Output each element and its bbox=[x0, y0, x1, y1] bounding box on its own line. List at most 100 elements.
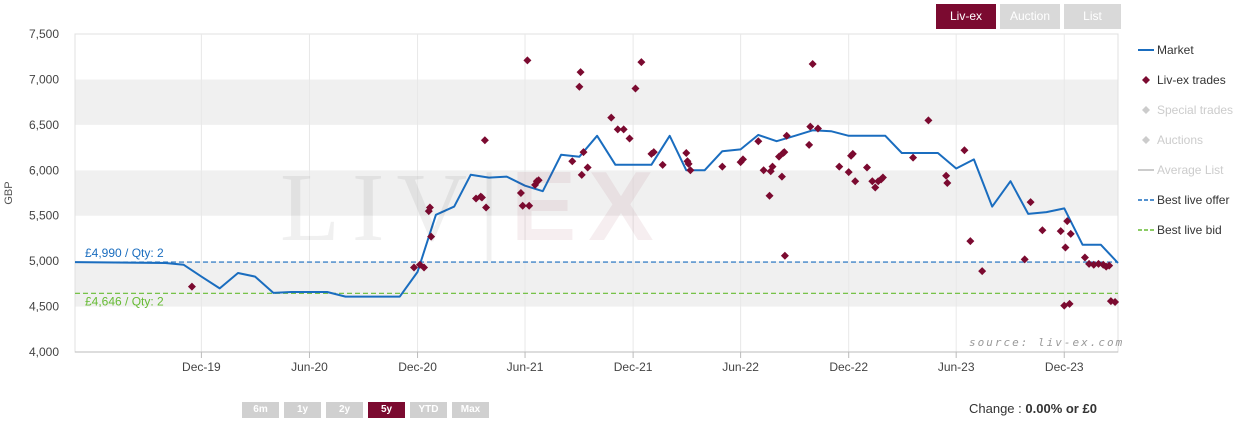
x-tick-label: Dec-22 bbox=[829, 360, 868, 374]
trade-point bbox=[1056, 227, 1065, 236]
change-readout: Change : 0.00% or £0 bbox=[969, 401, 1097, 416]
trade-point bbox=[1061, 243, 1070, 252]
trade-point bbox=[978, 267, 987, 276]
y-tick-label: 4,500 bbox=[29, 300, 59, 314]
best-bid-label: £4,646 / Qty: 2 bbox=[85, 294, 164, 308]
trade-point bbox=[813, 124, 822, 133]
diamond-icon bbox=[1138, 104, 1154, 116]
legend-label: Best live bid bbox=[1157, 223, 1222, 237]
plot-band bbox=[75, 170, 1118, 216]
trade-point bbox=[759, 166, 768, 175]
legend-label: Special trades bbox=[1157, 103, 1234, 117]
y-tick-label: 7,000 bbox=[29, 72, 59, 86]
trade-point bbox=[619, 125, 628, 134]
legend-label: Average List bbox=[1157, 163, 1224, 177]
trade-point bbox=[480, 136, 489, 145]
line-swatch-icon bbox=[1138, 44, 1154, 56]
plot-band bbox=[75, 34, 1118, 80]
reference-lines: £4,990 / Qty: 2 £4,646 / Qty: 2 bbox=[75, 246, 1118, 308]
trade-point bbox=[765, 191, 774, 200]
trade-point bbox=[1105, 261, 1114, 270]
trade-point bbox=[631, 84, 640, 93]
plot-band bbox=[75, 306, 1118, 352]
trade-point bbox=[682, 149, 691, 158]
legend-item-auctions[interactable]: Auctions bbox=[1138, 125, 1250, 155]
trade-point bbox=[607, 113, 616, 122]
plot-band bbox=[75, 215, 1118, 262]
range-max-button[interactable]: Max bbox=[452, 402, 489, 418]
range-5y-button[interactable]: 5y bbox=[368, 402, 405, 418]
trade-point bbox=[577, 170, 586, 179]
chart-legend: Market Liv-ex trades Special trades Auct… bbox=[1138, 35, 1250, 245]
x-tick-label: Dec-21 bbox=[614, 360, 653, 374]
range-ytd-button[interactable]: YTD bbox=[410, 402, 447, 418]
trade-point bbox=[718, 162, 727, 171]
trade-point bbox=[613, 125, 622, 134]
trade-point bbox=[835, 162, 844, 171]
axes: Dec-19 Jun-20 Dec-20 Jun-21 Dec-21 Jun-22 Dec-… bbox=[3, 27, 1118, 374]
line-swatch-icon bbox=[1138, 164, 1154, 176]
legend-item-best-live-bid[interactable]: Best live bid bbox=[1138, 215, 1250, 245]
trade-point bbox=[637, 58, 646, 67]
trade-point bbox=[780, 251, 789, 260]
x-tick-label: Dec-23 bbox=[1045, 360, 1084, 374]
trade-point bbox=[1066, 229, 1075, 238]
trade-point bbox=[960, 146, 969, 155]
legend-item-special-trades[interactable]: Special trades bbox=[1138, 95, 1250, 125]
best-offer-label: £4,990 / Qty: 2 bbox=[85, 246, 164, 260]
y-tick-label: 5,000 bbox=[29, 254, 59, 268]
trade-point bbox=[943, 179, 952, 188]
x-tick-label: Jun-23 bbox=[938, 360, 975, 374]
trade-point bbox=[966, 237, 975, 246]
diamond-icon bbox=[1138, 74, 1154, 86]
range-selector: 6m 1y 2y 5y YTD Max bbox=[242, 402, 489, 418]
legend-label: Auctions bbox=[1157, 133, 1204, 147]
trade-point bbox=[518, 201, 527, 210]
tab-auction[interactable]: Auction bbox=[1000, 4, 1060, 29]
plot-band bbox=[75, 261, 1118, 307]
trade-point bbox=[805, 140, 814, 149]
plot-band bbox=[75, 79, 1118, 125]
legend-label: Market bbox=[1157, 43, 1194, 57]
source-credit: source: liv-ex.com bbox=[969, 336, 1125, 349]
x-tick-label: Dec-19 bbox=[182, 360, 221, 374]
legend-item-average-list[interactable]: Average List bbox=[1138, 155, 1250, 185]
trade-point bbox=[1111, 298, 1120, 307]
trade-point bbox=[625, 134, 634, 143]
legend-item-best-live-offer[interactable]: Best live offer bbox=[1138, 185, 1250, 215]
range-1y-button[interactable]: 1y bbox=[284, 402, 321, 418]
trade-point bbox=[909, 153, 918, 162]
trade-point bbox=[808, 59, 817, 68]
x-tick-label: Jun-21 bbox=[507, 360, 544, 374]
legend-label: Best live offer bbox=[1157, 193, 1230, 207]
x-tick-label: Dec-20 bbox=[398, 360, 437, 374]
trade-point bbox=[844, 168, 853, 177]
trade-point bbox=[754, 137, 763, 146]
legend-item-livex-trades[interactable]: Liv-ex trades bbox=[1138, 65, 1250, 95]
range-6m-button[interactable]: 6m bbox=[242, 402, 279, 418]
trade-point bbox=[410, 263, 419, 272]
change-label: Change : bbox=[969, 401, 1022, 416]
trade-point bbox=[777, 172, 786, 181]
change-value: 0.00% or £0 bbox=[1025, 401, 1097, 416]
trade-point bbox=[848, 149, 857, 158]
range-2y-button[interactable]: 2y bbox=[326, 402, 363, 418]
trade-point bbox=[523, 56, 532, 65]
diamond-icon bbox=[1138, 134, 1154, 146]
trade-point bbox=[187, 282, 196, 291]
y-tick-label: 6,000 bbox=[29, 163, 59, 177]
trade-point bbox=[425, 203, 434, 212]
y-tick-label: 5,500 bbox=[29, 209, 59, 223]
plot-bands bbox=[74, 33, 1119, 353]
tab-list[interactable]: List bbox=[1064, 4, 1121, 29]
trade-point bbox=[1080, 253, 1089, 262]
legend-item-market[interactable]: Market bbox=[1138, 35, 1250, 65]
trade-point bbox=[782, 131, 791, 140]
trade-point bbox=[516, 189, 525, 197]
trade-point bbox=[1038, 226, 1047, 235]
tab-livex[interactable]: Liv-ex bbox=[936, 4, 996, 29]
trade-point bbox=[420, 263, 429, 272]
trade-point bbox=[482, 203, 491, 212]
trade-point bbox=[878, 173, 887, 182]
trade-point bbox=[862, 163, 871, 172]
